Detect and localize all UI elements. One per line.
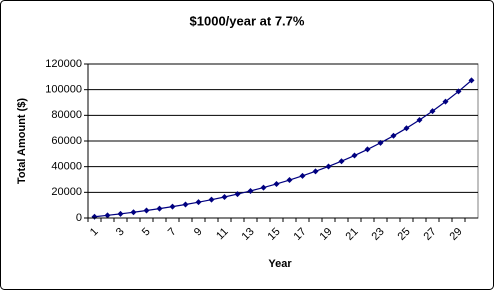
data-point	[312, 168, 319, 175]
y-tick-label: 60000	[51, 135, 82, 147]
data-point	[338, 158, 345, 165]
y-tick-label: 20000	[51, 186, 82, 198]
data-point	[117, 210, 124, 217]
y-tick-label: 0	[76, 212, 82, 224]
data-point	[351, 152, 358, 159]
data-point	[234, 191, 241, 198]
data-point	[416, 116, 423, 123]
data-point	[325, 163, 332, 170]
data-point	[286, 177, 293, 184]
data-point	[169, 203, 176, 210]
data-point	[390, 132, 397, 139]
y-axis-label: Total Amount ($)	[16, 98, 28, 184]
data-point	[299, 172, 306, 179]
chart-title: $1000/year at 7.7%	[190, 13, 305, 28]
data-point	[130, 209, 137, 216]
data-point	[377, 139, 384, 146]
data-point	[364, 146, 371, 153]
data-point	[182, 201, 189, 208]
data-point	[208, 196, 215, 203]
y-tick-label: 80000	[51, 109, 82, 121]
data-point	[468, 77, 475, 84]
data-point	[221, 193, 228, 200]
data-point	[143, 207, 150, 214]
y-tick-label: 40000	[51, 161, 82, 173]
data-point	[247, 187, 254, 194]
y-tick-label: 120000	[45, 58, 82, 70]
data-point	[104, 212, 111, 219]
y-tick-label: 100000	[45, 84, 82, 96]
data-point	[195, 199, 202, 206]
data-point	[455, 88, 462, 95]
data-point	[260, 184, 267, 191]
data-point	[442, 98, 449, 105]
data-point	[156, 205, 163, 212]
data-point	[429, 108, 436, 115]
data-point	[273, 180, 280, 187]
x-axis-label: Year	[268, 258, 292, 270]
data-point	[403, 125, 410, 132]
